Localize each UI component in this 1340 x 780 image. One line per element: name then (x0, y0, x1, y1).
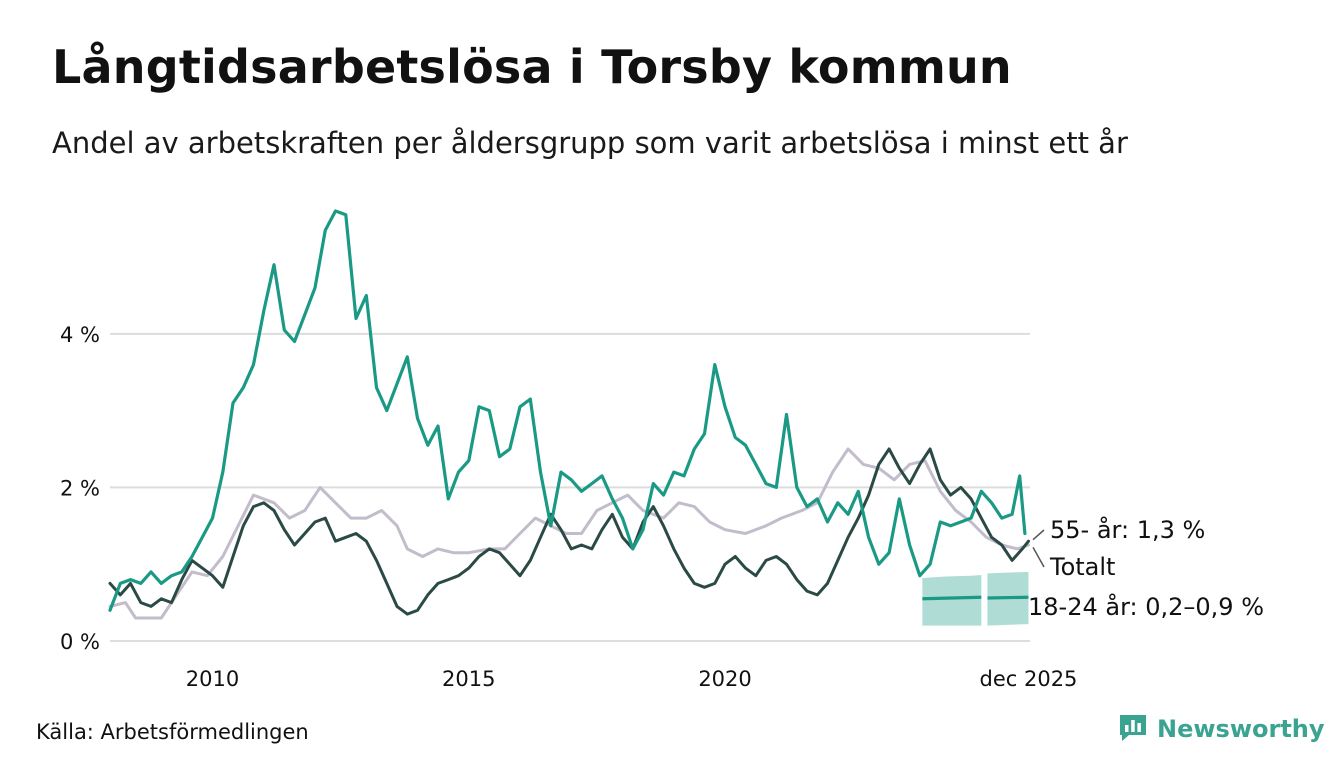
range-band (922, 574, 982, 626)
page-title: Långtidsarbetslösa i Torsby kommun (52, 40, 1012, 94)
y-tick-label: 4 % (60, 323, 100, 347)
series-layer (108, 209, 1030, 620)
series-line-age-18-24-estimate (922, 595, 982, 601)
y-tick-label: 2 % (60, 476, 100, 500)
brand-name: Newsworthy (1157, 715, 1325, 743)
x-tick-label: 2020 (698, 667, 751, 691)
newsworthy-logo-icon (1118, 712, 1148, 746)
x-tick-label: 2015 (442, 667, 495, 691)
label-leader-line (1032, 529, 1045, 541)
axis-layer: 0 % 2 % 4 % 2010 2015 2020 dec 2025 (60, 323, 1077, 691)
y-tick-label: 0 % (60, 630, 100, 654)
series-line-age-18-24-estimate (987, 595, 1029, 600)
brand-logo: Newsworthy (1118, 712, 1325, 746)
end-label-layer: Totalt 55- år: 1,3 % 18-24 år: 0,2–0,9 % (1028, 515, 1264, 621)
grid-layer (110, 332, 1030, 642)
label-leader-line (1032, 546, 1045, 568)
series-line-age-55 (108, 447, 1030, 616)
end-label-age-18-24: 18-24 år: 0,2–0,9 % (1028, 592, 1264, 621)
source-note: Källa: Arbetsförmedlingen (36, 720, 309, 744)
series-line-age-18-24 (108, 209, 1027, 612)
x-tick-label: dec 2025 (980, 667, 1078, 691)
end-label-age-55: 55- år: 1,3 % (1050, 515, 1205, 544)
series-line-total (108, 447, 1030, 620)
page-subtitle: Andel av arbetskraften per åldersgrupp s… (52, 126, 1128, 160)
end-label-total: Totalt (1049, 553, 1115, 581)
x-tick-label: 2010 (186, 667, 239, 691)
